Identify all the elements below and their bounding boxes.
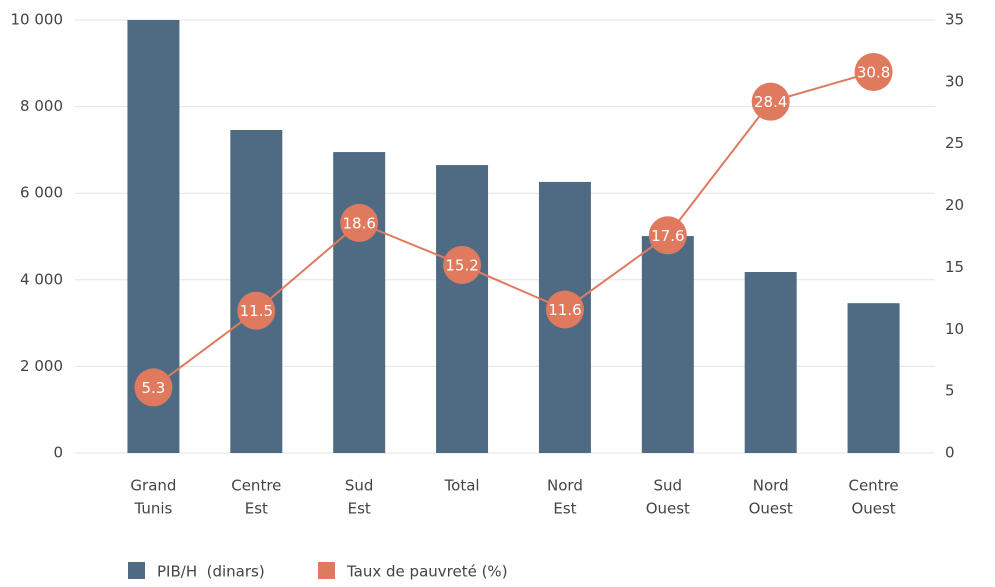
y2-tick-label: 35 xyxy=(945,11,964,29)
data-label: 28.4 xyxy=(754,93,787,111)
data-label: 5.3 xyxy=(142,379,166,397)
line xyxy=(152,70,874,389)
y2-tick-label: 30 xyxy=(945,72,964,90)
y-tick-label: 2 000 xyxy=(20,357,63,375)
y-tick-label: 8 000 xyxy=(20,97,63,115)
x-tick-label: Centre xyxy=(848,477,898,495)
x-tick-label: Est xyxy=(348,500,371,518)
point xyxy=(854,52,893,91)
point xyxy=(751,82,790,121)
data-label: 30.8 xyxy=(857,63,890,81)
legend-label: Taux de pauvreté (%) xyxy=(346,563,508,581)
data-label: 15.2 xyxy=(445,256,478,274)
y-tick-label: 10 000 xyxy=(11,11,64,29)
y2-tick-label: 20 xyxy=(945,196,964,214)
y-tick-label: 6 000 xyxy=(20,184,63,202)
point xyxy=(134,368,173,407)
legend-swatch xyxy=(318,562,335,579)
x-tick-label: Nord xyxy=(753,477,789,495)
x-tick-label: Centre xyxy=(231,477,281,495)
x-tick-label: Nord xyxy=(547,477,583,495)
bar xyxy=(436,165,489,453)
point xyxy=(545,290,584,329)
point xyxy=(237,291,276,330)
bar xyxy=(744,272,797,453)
point xyxy=(443,245,482,284)
bar xyxy=(230,129,283,453)
y2-tick-label: 15 xyxy=(945,258,964,276)
x-tick-label: Est xyxy=(245,500,268,518)
bar xyxy=(641,236,694,453)
legend-swatch xyxy=(128,562,145,579)
legend-label: PIB/H (dinars) xyxy=(157,563,265,581)
x-tick-label: Grand xyxy=(130,477,176,495)
x-tick-label: Total xyxy=(444,477,480,495)
x-tick-label: Est xyxy=(553,500,576,518)
bar xyxy=(333,152,386,453)
data-label: 11.6 xyxy=(548,301,581,319)
y2-tick-label: 5 xyxy=(945,382,955,400)
point xyxy=(648,216,687,255)
y2-tick-label: 25 xyxy=(945,134,964,152)
x-tick-label: Ouest xyxy=(851,500,895,518)
x-tick-label: Ouest xyxy=(646,500,690,518)
data-label: 11.5 xyxy=(240,302,273,320)
y-tick-label: 4 000 xyxy=(20,270,63,288)
bar xyxy=(847,303,900,453)
y2-tick-label: 10 xyxy=(945,320,964,338)
data-label: 17.6 xyxy=(651,227,684,245)
point xyxy=(340,203,379,242)
x-tick-label: Ouest xyxy=(749,500,793,518)
x-tick-label: Sud xyxy=(345,477,374,495)
data-label: 18.6 xyxy=(342,214,375,232)
x-tick-label: Tunis xyxy=(133,500,172,518)
x-tick-label: Sud xyxy=(654,477,683,495)
y2-tick-label: 0 xyxy=(945,444,955,462)
y-tick-label: 0 xyxy=(53,444,63,462)
